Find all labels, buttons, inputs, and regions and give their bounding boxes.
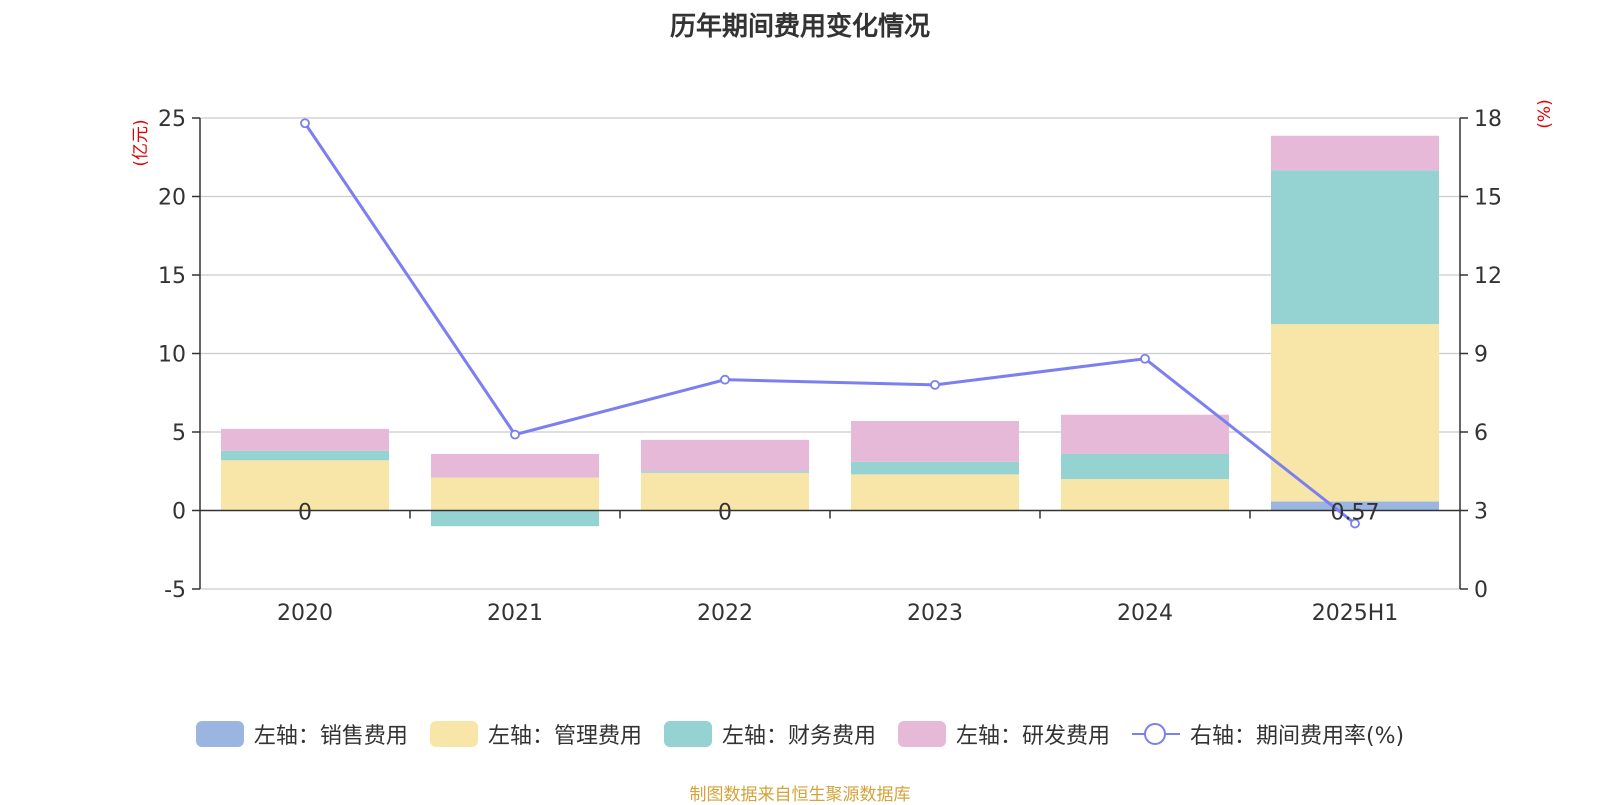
legend-item[interactable]: 右轴：期间费用率(%) [1131,718,1405,750]
line-layer [300,118,1360,529]
data-label: 0 [298,501,312,526]
rate-point [300,118,310,129]
bar-segment [431,477,599,511]
right-axis-unit: (%) [1535,99,1555,128]
source-note: 制图数据来自恒生聚源数据库 [689,785,911,805]
legend-label: 左轴：研发费用 [955,724,1110,749]
x-tick-label: 2025H1 [1312,601,1399,626]
x-tick-label: 2020 [277,601,333,626]
legend-label: 左轴：销售费用 [253,724,408,749]
x-tick-label: 2024 [1117,601,1173,626]
bar-segment [221,428,389,451]
bar-segment [221,450,389,461]
bar-segment [641,439,809,472]
legend-item[interactable]: 左轴：销售费用 [195,718,408,750]
chart-title: 历年期间费用变化情况 [669,12,930,42]
left-tick-label: -5 [164,578,186,603]
legend-item[interactable]: 左轴：研发费用 [897,718,1110,750]
right-tick-label: 15 [1474,186,1502,211]
bar-segment [1061,479,1229,511]
rate-line [303,122,1356,525]
legend: 左轴：销售费用 左轴：管理费用 左轴：财务费用 左轴：研发费用 右轴：期间费用率(%) [0,718,1600,750]
bar-segment [1061,414,1229,454]
bar-segment [1271,170,1439,325]
left-tick-label: 15 [158,264,186,289]
bar-segment [1271,501,1439,511]
rate-point [1350,518,1360,529]
left-axis-unit: (亿元) [131,119,151,166]
bar-segment [851,421,1019,462]
legend-swatch [663,721,712,747]
label-layer: 0 0 0.57 [298,501,1379,526]
right-tick-label: 0 [1474,578,1488,603]
left-tick-label: 10 [158,343,186,368]
legend-label: 左轴：管理费用 [487,724,642,749]
right-tick-label: 18 [1474,107,1502,132]
bar-segment [1271,135,1439,171]
rate-point [930,379,940,390]
right-tick-label: 12 [1474,264,1502,289]
legend-swatch [195,721,244,747]
left-tick-label: 25 [158,107,186,132]
legend-item[interactable]: 左轴：财务费用 [663,718,876,750]
bar-segment [1271,324,1439,502]
rate-point [1140,353,1150,364]
legend-label: 右轴：期间费用率(%) [1189,724,1405,749]
bar-segment [431,510,599,527]
x-tick-label: 2023 [907,601,963,626]
legend-line-marker [1131,721,1180,747]
bar-layer [221,135,1439,527]
left-tick-label: 20 [158,186,186,211]
right-tick-label: 6 [1474,421,1488,446]
bar-segment [851,461,1019,475]
rate-point [510,429,520,440]
legend-item[interactable]: 左轴：管理费用 [429,718,642,750]
bar-segment [221,460,389,511]
left-tick-label: 0 [172,500,186,525]
rate-point [720,374,730,385]
data-label: 0.57 [1331,501,1380,526]
bar-segment [641,472,809,511]
axes: -5 0 5 10 15 20 25 0 3 6 9 12 15 18 (亿元) (%) 2020 2021 202… [131,99,1555,626]
bar-segment [431,453,599,478]
bar-segment [641,471,809,473]
bar-segment [851,474,1019,511]
bar-segment [1061,453,1229,480]
x-tick-label: 2022 [697,601,753,626]
grid-lines [200,117,1460,590]
data-label: 0 [718,501,732,526]
left-tick-label: 5 [172,421,186,446]
legend-swatch [429,721,478,747]
legend-swatch [897,721,946,747]
right-tick-label: 3 [1474,500,1488,525]
x-tick-label: 2021 [487,601,543,626]
right-tick-label: 9 [1474,343,1488,368]
legend-label: 左轴：财务费用 [721,724,876,749]
